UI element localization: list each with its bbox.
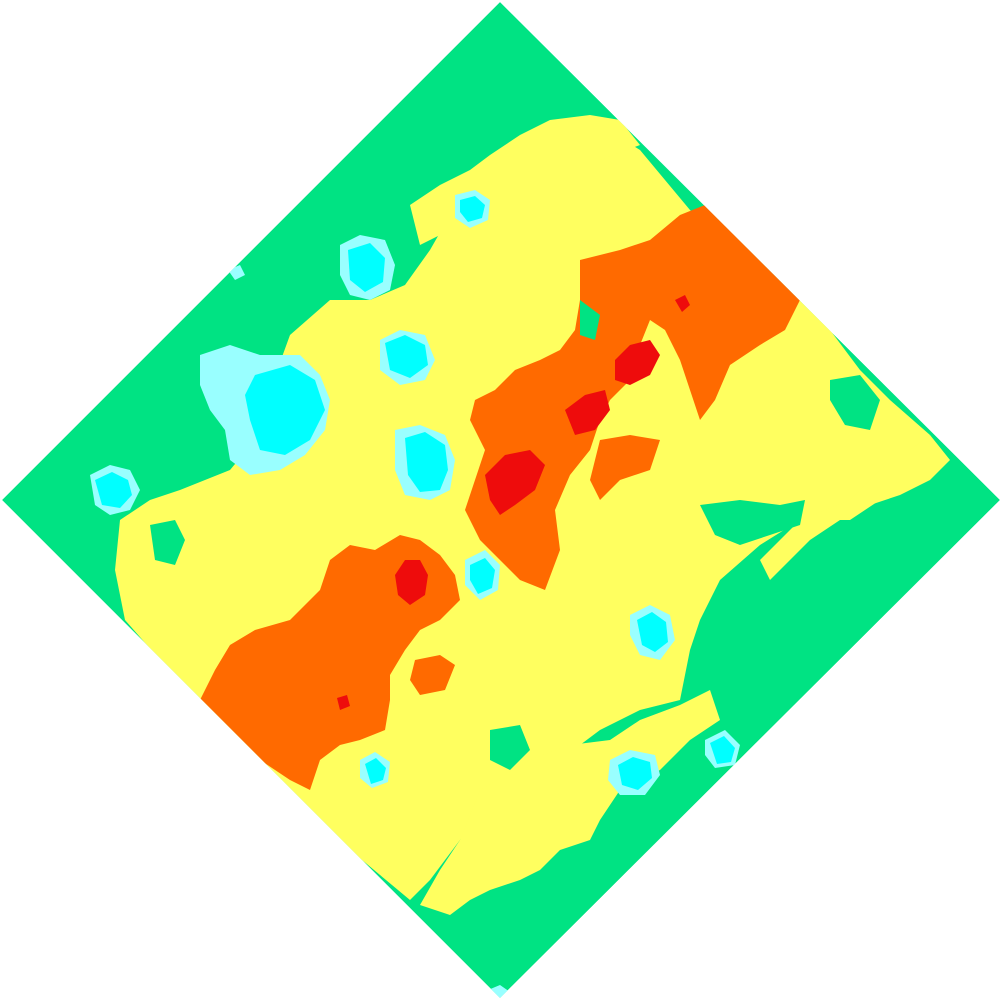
green-patch-2: [700, 500, 805, 545]
green-patch-4: [490, 725, 530, 770]
green-patch-1: [150, 520, 185, 565]
orange-region-ne: [465, 205, 800, 590]
lake-2: [340, 235, 395, 300]
lake-8: [608, 750, 660, 795]
red-peak-4: [395, 560, 428, 605]
lake-4: [395, 425, 455, 500]
yellow-region-east: [760, 435, 950, 580]
orange-region-sw-bits: [410, 655, 455, 695]
lake-9: [465, 550, 500, 600]
red-peak-6: [337, 695, 350, 710]
lake-5: [90, 465, 140, 515]
lake-6: [455, 190, 490, 228]
lake-7: [630, 605, 675, 660]
red-peak-2: [565, 390, 610, 435]
green-patch-5: [580, 300, 600, 340]
yellow-region-south: [420, 690, 720, 915]
orange-region-sw: [200, 535, 460, 790]
lake-3: [380, 330, 435, 385]
lake-1: [200, 345, 330, 475]
red-peak-1: [615, 340, 660, 385]
green-patch-3: [830, 375, 880, 430]
orange-region-ne-tail: [590, 435, 660, 500]
red-peak-5: [675, 295, 690, 312]
red-peak-3: [485, 450, 545, 515]
lake-11: [360, 752, 390, 788]
lake-10: [705, 730, 740, 768]
